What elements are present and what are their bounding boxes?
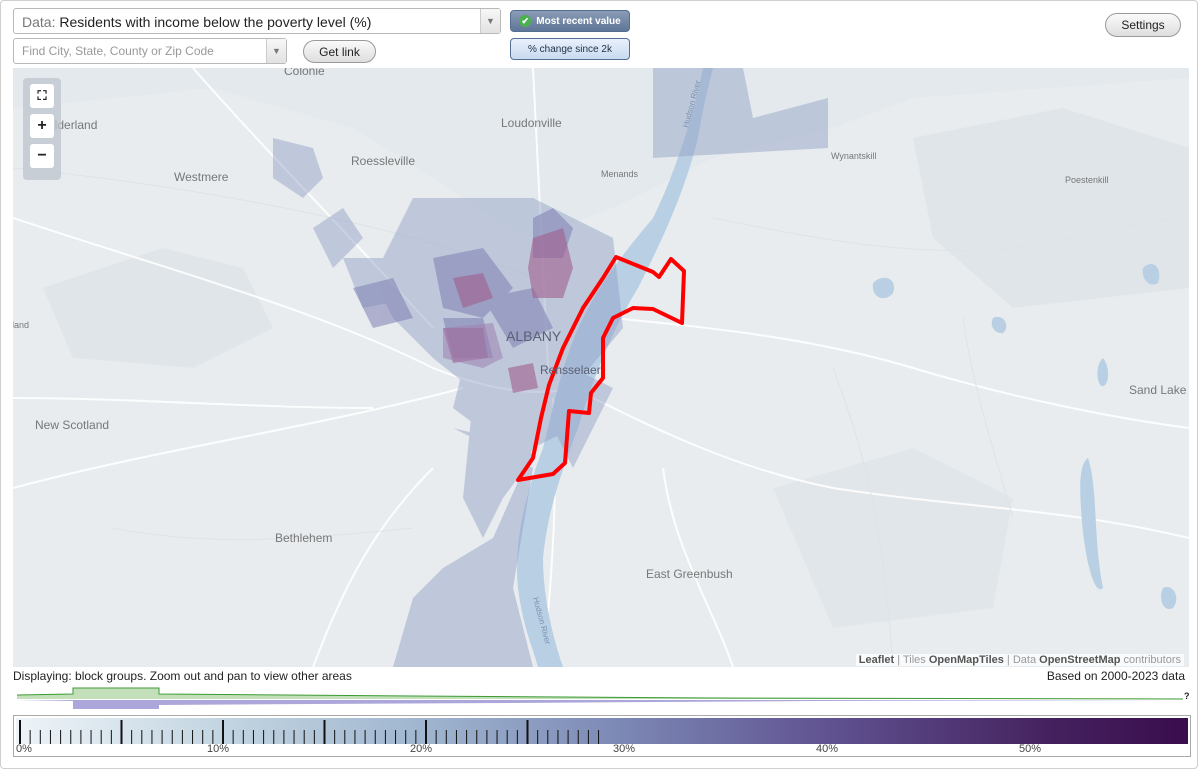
highlighted-area-outline[interactable] [516,255,686,482]
legend-tick-label: 20% [410,743,433,755]
chevron-down-icon[interactable]: ▼ [480,9,500,33]
place-label: Guilderland [13,320,29,330]
legend-tick-label: 30% [613,743,636,755]
legend-ticks [19,720,600,744]
distribution-histogram: ? [16,687,1190,709]
legend-tick-label: 0% [16,743,32,755]
location-search-input[interactable] [14,39,266,63]
legend-tick-label: 40% [816,743,839,755]
openmaptiles-link[interactable]: OpenMapTiles [928,654,1004,666]
place-label: Wynantskill [831,151,876,161]
data-variable-select[interactable]: Data: Residents with income below the po… [13,8,501,34]
place-label: New Scotland [35,418,109,432]
unknown-marker: ? [1184,691,1190,701]
display-status-text: Displaying: block groups. Zoom out and p… [13,669,352,683]
place-label: Poestenkill [1065,175,1109,185]
legend-tick-label: 10% [207,743,230,755]
get-link-button[interactable]: Get link [303,40,376,63]
data-select-label: Data: Residents with income below the po… [22,14,372,30]
map-view[interactable]: Colonie Guilderland Loudonville Roesslev… [13,68,1189,667]
legend-gradient [16,718,1188,744]
zoom-controls: ⛶ + − [23,78,61,180]
fullscreen-icon[interactable]: ⛶ [30,84,54,108]
place-label: Sand Lake [1129,383,1187,397]
zoom-in-button[interactable]: + [30,114,54,138]
percent-change-toggle[interactable]: % change since 2k [510,38,630,60]
color-legend: 0% 10% 20% 30% 40% 50% [13,715,1191,757]
place-label: Westmere [174,170,229,184]
legend-tick-label: 50% [1019,743,1042,755]
openstreetmap-link[interactable]: OpenStreetMap [1039,654,1121,666]
map-attribution: Leaflet | Tiles OpenMapTiles | Data Open… [855,654,1184,666]
place-label: ALBANY [506,328,562,344]
most-recent-value-toggle[interactable]: ✔ Most recent value [510,10,630,32]
settings-button[interactable]: Settings [1105,13,1181,37]
data-range-text: Based on 2000-2023 data [1046,669,1185,683]
place-label: Roessleville [351,154,415,168]
chevron-down-icon[interactable]: ▼ [266,39,286,63]
place-label: Rensselaer [540,363,601,377]
leaflet-link[interactable]: Leaflet [858,654,895,666]
map-canvas[interactable]: Colonie Guilderland Loudonville Roesslev… [13,68,1189,667]
zoom-out-button[interactable]: − [30,144,54,168]
place-label: Loudonville [501,116,562,130]
place-label: Colonie [284,68,325,78]
checkmark-icon: ✔ [519,15,532,27]
place-label: Bethlehem [275,531,332,545]
place-label: East Greenbush [646,567,733,581]
data-select-value: Residents with income below the poverty … [59,14,372,30]
place-label: Menands [601,169,639,179]
location-search[interactable]: ▼ [13,38,287,64]
